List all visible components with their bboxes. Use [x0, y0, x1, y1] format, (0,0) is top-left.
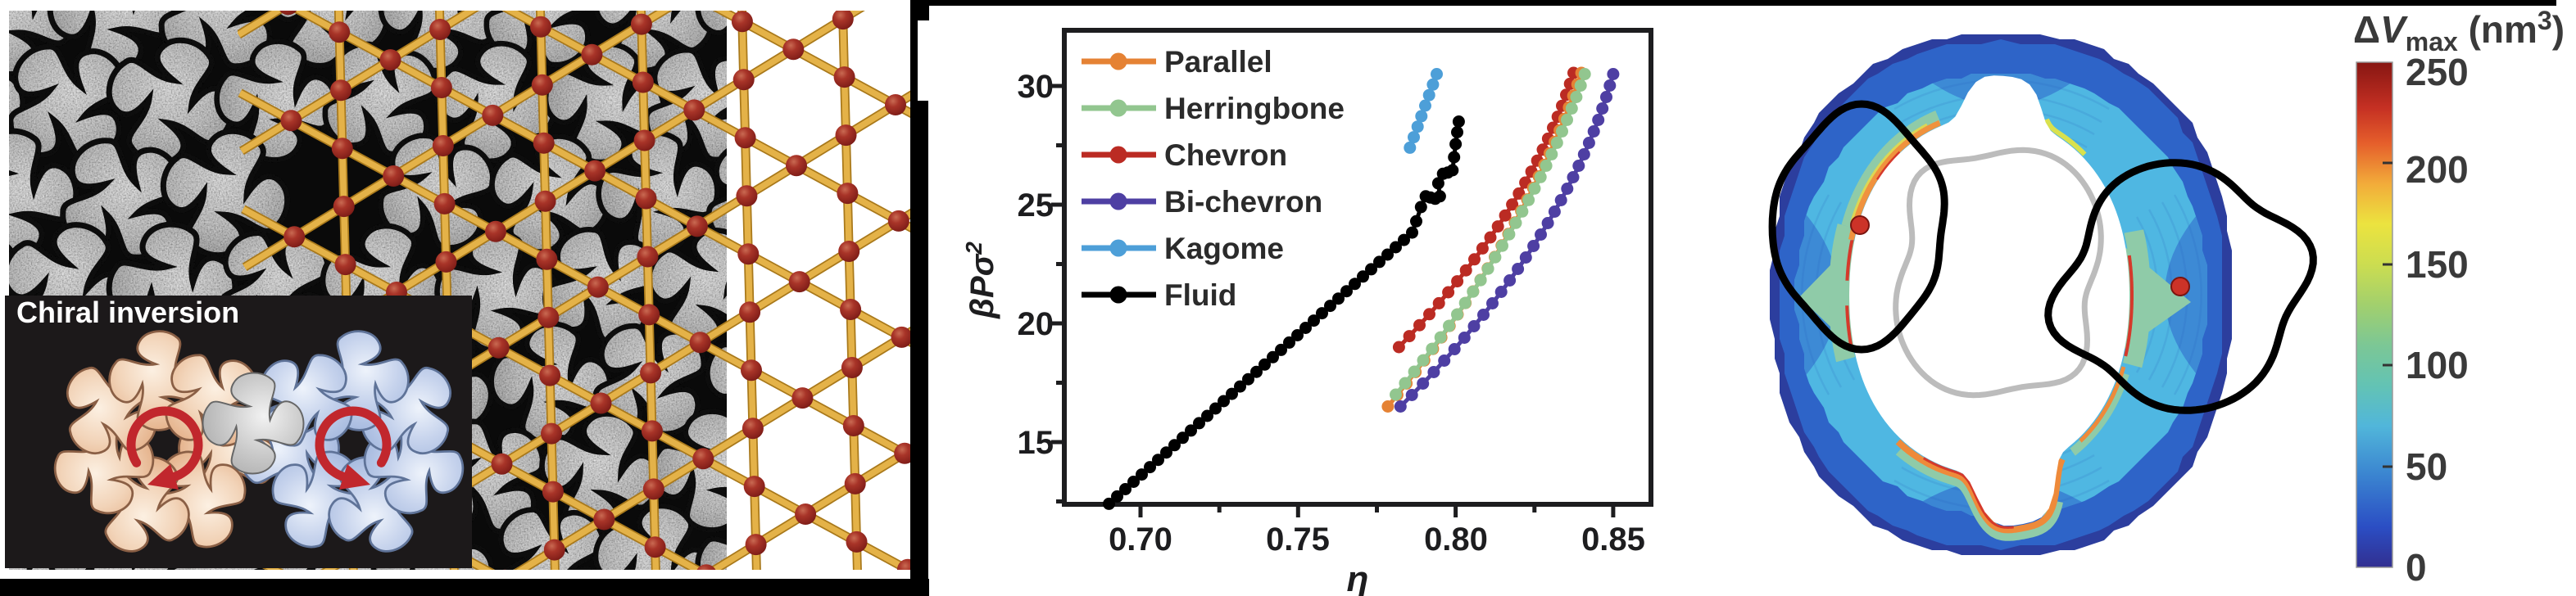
svg-text:100: 100 [2406, 344, 2469, 386]
svg-text:20: 20 [1018, 306, 1054, 342]
svg-text:Bi-chevron: Bi-chevron [1164, 185, 1322, 219]
svg-text:0: 0 [2406, 546, 2427, 589]
svg-text:Kagome: Kagome [1164, 232, 1284, 265]
svg-text:50: 50 [2406, 445, 2447, 488]
svg-text:30: 30 [1018, 69, 1054, 105]
svg-text:η: η [1347, 559, 1369, 596]
svg-text:Chevron: Chevron [1164, 138, 1287, 172]
svg-text:0.75: 0.75 [1266, 522, 1330, 558]
svg-text:200: 200 [2406, 148, 2469, 191]
svg-text:0.80: 0.80 [1424, 522, 1488, 558]
svg-text:25: 25 [1018, 187, 1054, 224]
svg-text:Herringbone: Herringbone [1164, 92, 1345, 125]
svg-text:Chiral inversion: Chiral inversion [16, 296, 239, 329]
svg-text:15: 15 [1018, 425, 1054, 461]
svg-text:150: 150 [2406, 243, 2469, 286]
svg-text:Parallel: Parallel [1164, 45, 1272, 79]
svg-text:0.70: 0.70 [1109, 522, 1172, 558]
svg-text:250: 250 [2406, 51, 2469, 93]
svg-text:0.85: 0.85 [1581, 522, 1645, 558]
svg-text:ΔVmax (nm3): ΔVmax (nm3) [2353, 6, 2565, 56]
svg-text:Fluid: Fluid [1164, 278, 1236, 312]
